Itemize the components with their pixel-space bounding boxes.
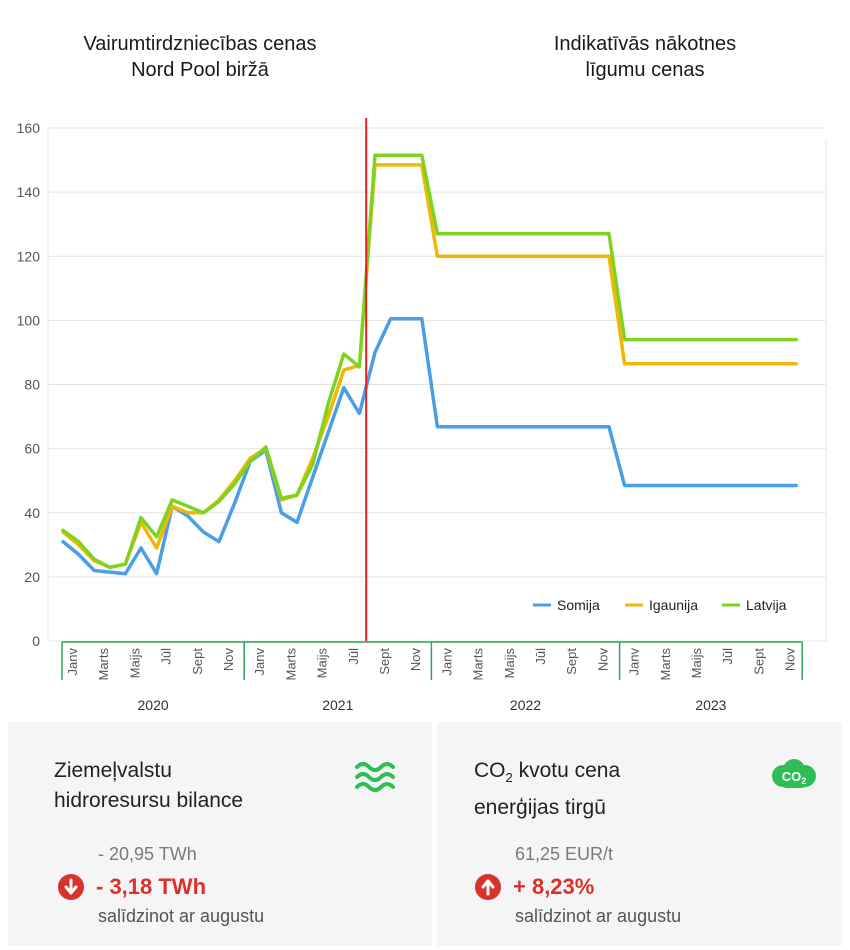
x-tick-label: Marts xyxy=(658,648,673,681)
year-label: 2020 xyxy=(138,697,169,713)
right-header-line2: līgumu cenas xyxy=(585,59,705,81)
hydro-previous-value: - 20,95 TWh xyxy=(98,844,197,864)
hydro-comparison: salīdzinot ar augustu xyxy=(98,906,265,926)
y-axis: 0 20 40 60 80 100 120 140 160 xyxy=(17,120,41,649)
x-tick-label: Jūl xyxy=(533,648,548,665)
hydro-balance-panel: Ziemeļvalstu hidroresursu bilance - 20,9… xyxy=(8,722,432,946)
y-tick-label: 120 xyxy=(17,248,41,264)
x-tick-label: Nov xyxy=(783,648,798,672)
left-header-line1: Vairumtirdzniecības cenas xyxy=(83,33,317,55)
waves-icon xyxy=(355,762,395,792)
x-tick-label: Nov xyxy=(221,648,236,672)
series-line-somija xyxy=(61,317,798,576)
co2-comparison: salīdzinot ar augustu xyxy=(515,906,682,926)
co2-title-line1: CO2 kvotu cena xyxy=(474,759,621,786)
x-tick-label: Jūl xyxy=(159,648,174,665)
y-tick-label: 40 xyxy=(24,505,40,521)
right-header-line1: Indikatīvās nākotnes xyxy=(553,33,737,55)
x-tick-label: Maijs xyxy=(689,648,704,679)
hydro-title-line1: Ziemeļvalstu xyxy=(54,759,172,782)
legend-label-somija: Somija xyxy=(557,597,600,613)
x-tick-label: Marts xyxy=(283,648,298,681)
co2-cloud-icon: CO2 xyxy=(772,759,816,788)
y-tick-label: 60 xyxy=(24,441,40,457)
x-tick-label: Marts xyxy=(96,648,111,681)
y-tick-label: 0 xyxy=(32,633,40,649)
down-arrow-icon xyxy=(58,874,84,900)
chart-legend: Somija Igaunija Latvija xyxy=(533,597,787,613)
panel-divider xyxy=(433,722,436,946)
left-chart-header: Vairumtirdzniecības cenas Nord Pool birž… xyxy=(30,31,370,83)
x-tick-label: Sept xyxy=(564,648,579,675)
x-axis: 2020 2021 2022 2023 Janv Marts Maijs Jūl Sept Nov… xyxy=(61,641,803,713)
x-tick-label: Jūl xyxy=(720,648,735,665)
chart-grid xyxy=(47,127,827,642)
x-tick-label: Sept xyxy=(751,648,766,675)
x-tick-label: Marts xyxy=(471,648,486,681)
y-tick-label: 20 xyxy=(24,569,40,585)
hydro-title: Ziemeļvalstu hidroresursu bilance xyxy=(54,756,243,816)
x-tick-label: Maijs xyxy=(127,648,142,679)
year-label: 2021 xyxy=(322,697,353,713)
y-tick-label: 80 xyxy=(24,377,40,393)
right-chart-header: Indikatīvās nākotnes līgumu cenas xyxy=(470,31,820,83)
x-tick-label: Janv xyxy=(65,648,80,676)
y-tick-label: 160 xyxy=(17,120,41,136)
x-tick-label: Janv xyxy=(627,648,642,676)
price-line-chart: 0 20 40 60 80 100 120 140 160 2020 2021 2022 2023 Ja… xyxy=(17,118,827,713)
svg-text:CO2: CO2 xyxy=(782,769,807,786)
series-line-latvija xyxy=(61,153,798,570)
y-tick-label: 140 xyxy=(17,184,41,200)
x-tick-label: Janv xyxy=(439,648,454,676)
x-tick-label: Sept xyxy=(377,648,392,675)
left-header-line2: Nord Pool biržā xyxy=(131,59,269,81)
series-line-igaunija xyxy=(61,163,798,570)
x-tick-label: Maijs xyxy=(315,648,330,679)
chart-lines xyxy=(61,118,798,641)
hydro-change-value: - 3,18 TWh xyxy=(96,874,207,899)
up-arrow-icon xyxy=(475,874,501,900)
co2-previous-value: 61,25 EUR/t xyxy=(515,844,614,864)
year-label: 2022 xyxy=(510,697,541,713)
co2-title: CO2 kvotu cena enerģijas tirgū xyxy=(474,756,620,823)
x-tick-label: Nov xyxy=(408,648,423,672)
co2-change-value: + 8,23% xyxy=(513,874,595,899)
hydro-title-line2: hidroresursu bilance xyxy=(54,789,244,812)
co2-title-line2: enerģijas tirgū xyxy=(474,796,606,820)
legend-label-igaunija: Igaunija xyxy=(649,597,698,613)
legend-label-latvija: Latvija xyxy=(746,597,787,613)
x-tick-label: Nov xyxy=(595,648,610,672)
y-tick-label: 100 xyxy=(17,312,41,328)
year-label: 2023 xyxy=(695,697,726,713)
x-tick-label: Jūl xyxy=(346,648,361,665)
x-tick-label: Janv xyxy=(252,648,267,676)
x-tick-label: Sept xyxy=(190,648,205,675)
x-tick-label: Maijs xyxy=(502,648,517,679)
co2-price-panel: CO2 kvotu cena enerģijas tirgū CO2 61,25… xyxy=(437,722,842,946)
